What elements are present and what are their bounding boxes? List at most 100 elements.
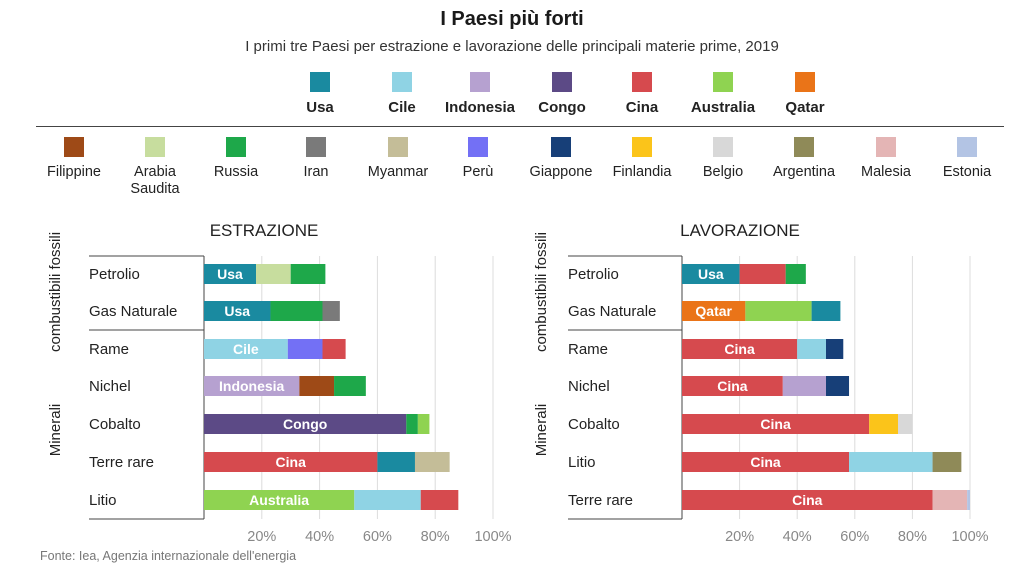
- bar-segment-giappone: [826, 339, 844, 359]
- bar-data-label: Usa: [698, 266, 724, 282]
- legend-swatch: [392, 72, 412, 92]
- panel-title-estrazione: ESTRAZIONE: [210, 221, 319, 240]
- group-label-minerali: Minerali: [533, 404, 550, 457]
- legend-swatch: [145, 137, 165, 157]
- legend-label: Belgio: [702, 164, 744, 180]
- legend-item-qatar: Qatar: [755, 72, 855, 116]
- legend-swatch: [470, 72, 490, 92]
- legend-item-usa: Usa: [270, 72, 370, 116]
- legend-item-filippine: Filippine: [24, 137, 124, 181]
- bar-segment-russia: [785, 264, 806, 284]
- x-tick-label: 80%: [898, 529, 927, 545]
- legend-label: Australia: [690, 99, 756, 116]
- x-tick-label: 40%: [305, 529, 334, 545]
- bar-data-label: Cina: [276, 454, 307, 470]
- source-note: Fonte: Iea, Agenzia internazionale dell'…: [40, 549, 297, 563]
- bar-segment-cina: [682, 452, 850, 472]
- x-tick-label: 40%: [783, 529, 812, 545]
- legend-label: Malesia: [861, 164, 911, 180]
- legend-item-indonesia: Indonesia: [430, 72, 530, 116]
- legend-item-finlandia: Finlandia: [592, 137, 692, 181]
- bar-segment-myanmar: [414, 452, 450, 472]
- legend-swatch: [64, 137, 84, 157]
- legend-label: Arabia Saudita: [130, 164, 180, 197]
- legend-item-russia: Russia: [186, 137, 286, 181]
- category-label-terre-rare: Terre rare: [568, 492, 633, 509]
- legend-item-cile: Cile: [352, 72, 452, 116]
- legend-swatch: [226, 137, 246, 157]
- category-label-rame: Rame: [568, 341, 608, 358]
- legend-swatch: [468, 137, 488, 157]
- bar-segment-cina: [322, 339, 346, 359]
- legend-label: Myanmar: [367, 164, 429, 180]
- legend-label: Filippine: [47, 164, 101, 180]
- legend-item-cina: Cina: [592, 72, 692, 116]
- bar-data-label: Cina: [750, 454, 781, 470]
- bar-segment-indonesia: [204, 376, 300, 396]
- bar-segment-australia: [745, 301, 812, 321]
- x-tick-label: 100%: [474, 529, 511, 545]
- group-label-combustibili-fossili: combustibili fossili: [533, 232, 550, 352]
- bar-segment-usa: [204, 264, 257, 284]
- bar-segment-filippine: [299, 376, 335, 396]
- category-label-cobalto: Cobalto: [568, 416, 620, 433]
- bar-segment-cina: [682, 376, 783, 396]
- x-tick-label: 60%: [840, 529, 869, 545]
- legend-swatch: [551, 137, 571, 157]
- bar-segment-congo: [204, 414, 407, 434]
- x-tick-label: 20%: [247, 529, 276, 545]
- legend-label: Argentina: [772, 164, 836, 180]
- legend-label: Giappone: [529, 164, 593, 180]
- bar-segment-cina: [682, 414, 870, 434]
- legend-swatch: [310, 72, 330, 92]
- panel-title-lavorazione: LAVORAZIONE: [680, 221, 800, 240]
- bar-segment-usa: [811, 301, 841, 321]
- bar-segment-cina: [739, 264, 786, 284]
- bar-segment-iran: [322, 301, 340, 321]
- bar-data-label: Indonesia: [219, 378, 285, 394]
- legend-label: Iran: [303, 164, 329, 180]
- bar-segment-peru: [287, 339, 323, 359]
- legend-swatch: [794, 137, 814, 157]
- legend-swatch: [552, 72, 572, 92]
- bar-segment-russia: [406, 414, 418, 434]
- bar-segment-argentina: [932, 452, 962, 472]
- bar-segment-cile: [797, 339, 826, 359]
- chart-title: I Paesi più forti: [440, 8, 584, 30]
- legend-label: Perù: [462, 164, 494, 180]
- legend-swatch: [957, 137, 977, 157]
- x-tick-label: 100%: [951, 529, 988, 545]
- bar-segment-cile: [849, 452, 933, 472]
- group-label-combustibili-fossili: combustibili fossili: [47, 232, 64, 352]
- category-label-gas-naturale: Gas Naturale: [89, 303, 177, 320]
- bar-segment-indonesia: [782, 376, 826, 396]
- legend-swatch: [795, 72, 815, 92]
- legend-label: Estonia: [942, 164, 992, 180]
- legend-item-iran: Iran: [266, 137, 366, 181]
- legend-item-giappone: Giappone: [511, 137, 611, 181]
- bar-data-label: Usa: [224, 303, 250, 319]
- x-tick-label: 60%: [363, 529, 392, 545]
- bar-segment-giappone: [826, 376, 850, 396]
- bar-data-label: Australia: [249, 492, 309, 508]
- bar-segment-russia: [270, 301, 323, 321]
- legend-swatch: [713, 72, 733, 92]
- bar-data-label: Congo: [283, 416, 327, 432]
- bar-segment-russia: [334, 376, 366, 396]
- category-label-gas-naturale: Gas Naturale: [568, 303, 656, 320]
- x-tick-label: 80%: [421, 529, 450, 545]
- bar-data-label: Cina: [717, 378, 748, 394]
- category-label-cobalto: Cobalto: [89, 416, 141, 433]
- bar-segment-cina: [682, 339, 798, 359]
- bar-data-label: Qatar: [695, 303, 732, 319]
- legend-item-arabia-saudita: Arabia Saudita: [105, 137, 205, 198]
- legend-item-australia: Australia: [673, 72, 773, 116]
- legend-label: Qatar: [785, 99, 825, 116]
- legend-label: Usa: [306, 99, 334, 116]
- bar-segment-cina: [682, 490, 933, 510]
- legend-swatch: [632, 137, 652, 157]
- category-label-rame: Rame: [89, 341, 129, 358]
- bar-segment-cile: [204, 339, 288, 359]
- bar-segment-australia: [204, 490, 355, 510]
- bar-segment-usa: [377, 452, 415, 472]
